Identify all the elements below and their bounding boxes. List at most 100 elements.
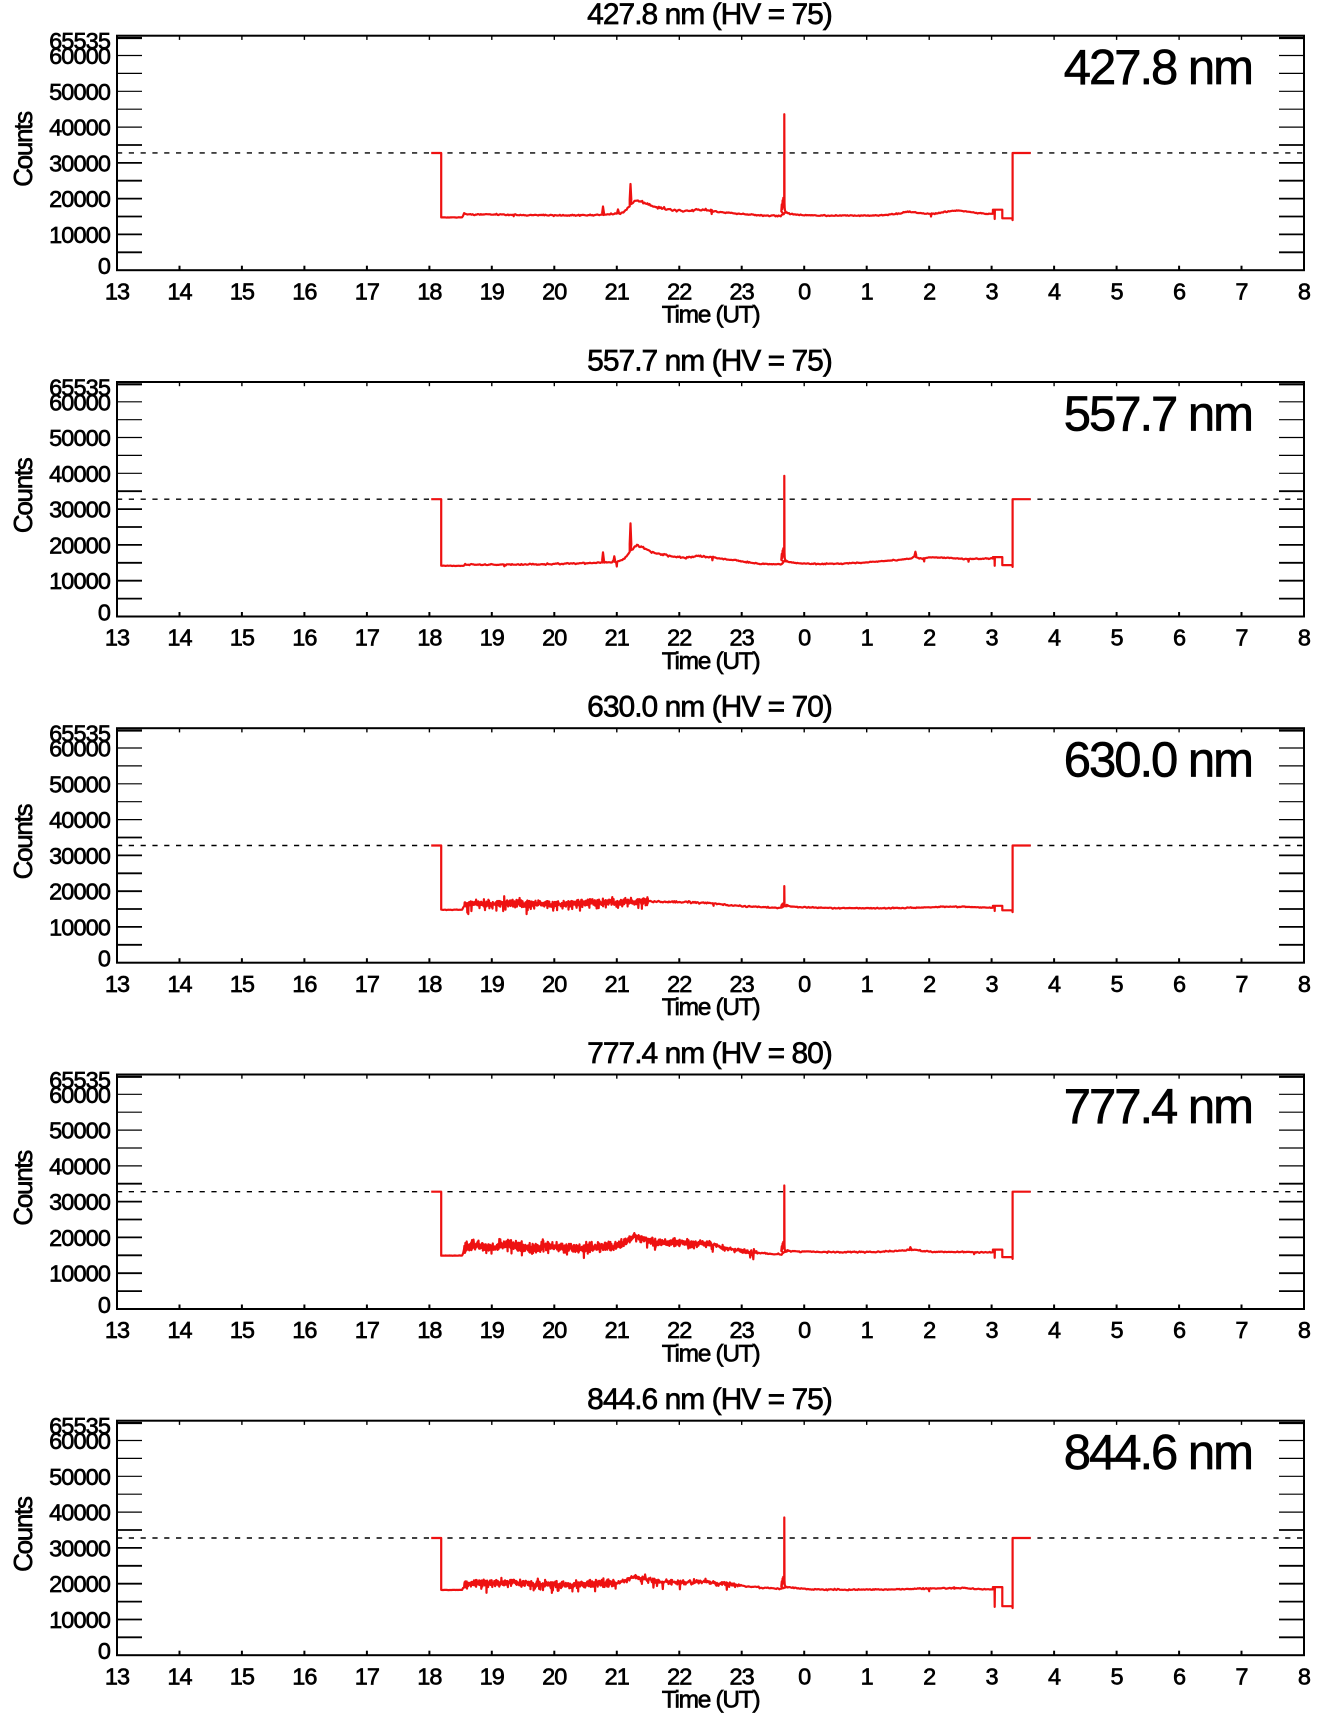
svg-text:Time (UT): Time (UT) bbox=[662, 648, 760, 675]
svg-text:7: 7 bbox=[1235, 625, 1247, 651]
svg-text:50000: 50000 bbox=[49, 425, 111, 451]
svg-text:22: 22 bbox=[667, 971, 691, 997]
svg-text:4: 4 bbox=[1048, 1663, 1061, 1689]
svg-text:10000: 10000 bbox=[49, 1607, 111, 1633]
svg-text:19: 19 bbox=[480, 1663, 504, 1689]
svg-text:6: 6 bbox=[1173, 625, 1186, 651]
svg-text:23: 23 bbox=[730, 278, 755, 304]
svg-text:557.7 nm: 557.7 nm bbox=[1064, 387, 1252, 441]
svg-text:15: 15 bbox=[230, 1317, 255, 1343]
svg-text:10000: 10000 bbox=[49, 914, 111, 940]
svg-text:4: 4 bbox=[1048, 625, 1061, 651]
svg-text:15: 15 bbox=[230, 625, 255, 651]
svg-text:20: 20 bbox=[542, 625, 567, 651]
svg-text:17: 17 bbox=[355, 971, 379, 997]
svg-text:19: 19 bbox=[480, 625, 504, 651]
svg-text:6: 6 bbox=[1173, 278, 1186, 304]
svg-text:3: 3 bbox=[986, 1317, 999, 1343]
svg-text:18: 18 bbox=[417, 1663, 442, 1689]
svg-text:4: 4 bbox=[1048, 278, 1061, 304]
svg-text:65535: 65535 bbox=[49, 374, 111, 400]
svg-text:22: 22 bbox=[667, 625, 691, 651]
svg-text:20: 20 bbox=[542, 1663, 567, 1689]
svg-text:60000: 60000 bbox=[49, 1428, 111, 1454]
svg-text:0: 0 bbox=[98, 253, 111, 279]
svg-text:30000: 30000 bbox=[49, 843, 111, 869]
svg-text:Counts: Counts bbox=[8, 1496, 38, 1572]
svg-text:30000: 30000 bbox=[49, 497, 111, 523]
svg-text:50000: 50000 bbox=[49, 771, 111, 797]
svg-text:50000: 50000 bbox=[49, 1464, 111, 1490]
svg-text:40000: 40000 bbox=[49, 1500, 111, 1526]
svg-text:50000: 50000 bbox=[49, 79, 111, 105]
svg-text:60000: 60000 bbox=[49, 736, 111, 762]
svg-text:60000: 60000 bbox=[49, 43, 111, 69]
svg-text:17: 17 bbox=[355, 278, 379, 304]
svg-text:3: 3 bbox=[986, 1663, 999, 1689]
svg-text:16: 16 bbox=[292, 1663, 317, 1689]
svg-text:20000: 20000 bbox=[49, 1225, 111, 1251]
svg-text:777.4 nm (HV = 80): 777.4 nm (HV = 80) bbox=[587, 1037, 832, 1070]
svg-text:557.7 nm (HV = 75): 557.7 nm (HV = 75) bbox=[587, 345, 832, 378]
svg-text:17: 17 bbox=[355, 1317, 379, 1343]
svg-text:3: 3 bbox=[986, 278, 999, 304]
svg-text:8: 8 bbox=[1298, 278, 1311, 304]
svg-text:2: 2 bbox=[923, 1663, 935, 1689]
svg-text:40000: 40000 bbox=[49, 1153, 111, 1179]
svg-text:0: 0 bbox=[98, 1638, 111, 1664]
svg-text:1: 1 bbox=[861, 1317, 873, 1343]
svg-text:427.8 nm: 427.8 nm bbox=[1064, 41, 1252, 95]
svg-text:Time (UT): Time (UT) bbox=[662, 1687, 760, 1714]
svg-text:20: 20 bbox=[542, 971, 567, 997]
svg-text:23: 23 bbox=[730, 1317, 755, 1343]
svg-text:Time (UT): Time (UT) bbox=[662, 994, 760, 1021]
svg-text:777.4 nm: 777.4 nm bbox=[1064, 1080, 1252, 1134]
svg-text:16: 16 bbox=[292, 625, 317, 651]
svg-text:844.6 nm (HV = 75): 844.6 nm (HV = 75) bbox=[587, 1383, 832, 1416]
svg-text:16: 16 bbox=[292, 278, 317, 304]
svg-text:20000: 20000 bbox=[49, 879, 111, 905]
svg-text:7: 7 bbox=[1235, 278, 1247, 304]
svg-text:17: 17 bbox=[355, 1663, 379, 1689]
svg-text:7: 7 bbox=[1235, 971, 1247, 997]
svg-text:1: 1 bbox=[861, 625, 873, 651]
svg-text:10000: 10000 bbox=[49, 1261, 111, 1287]
svg-text:15: 15 bbox=[230, 1663, 255, 1689]
svg-text:22: 22 bbox=[667, 278, 691, 304]
svg-text:23: 23 bbox=[730, 971, 755, 997]
svg-text:60000: 60000 bbox=[49, 1082, 111, 1108]
svg-text:0: 0 bbox=[98, 1292, 111, 1318]
svg-text:844.6 nm: 844.6 nm bbox=[1064, 1426, 1252, 1480]
svg-text:0: 0 bbox=[98, 600, 111, 626]
svg-text:Counts: Counts bbox=[8, 1150, 38, 1226]
svg-text:10000: 10000 bbox=[49, 568, 111, 594]
svg-text:30000: 30000 bbox=[49, 150, 111, 176]
svg-text:8: 8 bbox=[1298, 1663, 1311, 1689]
svg-text:14: 14 bbox=[167, 1663, 192, 1689]
svg-text:6: 6 bbox=[1173, 971, 1186, 997]
svg-text:21: 21 bbox=[605, 1663, 629, 1689]
svg-text:0: 0 bbox=[798, 278, 811, 304]
svg-text:1: 1 bbox=[861, 1663, 873, 1689]
svg-text:50000: 50000 bbox=[49, 1118, 111, 1144]
svg-text:8: 8 bbox=[1298, 1317, 1311, 1343]
svg-text:21: 21 bbox=[605, 278, 629, 304]
svg-text:5: 5 bbox=[1111, 971, 1124, 997]
svg-text:3: 3 bbox=[986, 625, 999, 651]
svg-text:22: 22 bbox=[667, 1317, 691, 1343]
svg-text:20000: 20000 bbox=[49, 532, 111, 558]
svg-text:17: 17 bbox=[355, 625, 379, 651]
svg-text:7: 7 bbox=[1235, 1663, 1247, 1689]
svg-text:15: 15 bbox=[230, 278, 255, 304]
svg-text:23: 23 bbox=[730, 1663, 755, 1689]
svg-text:4: 4 bbox=[1048, 971, 1061, 997]
svg-text:14: 14 bbox=[167, 1317, 192, 1343]
svg-text:14: 14 bbox=[167, 278, 192, 304]
svg-text:630.0 nm: 630.0 nm bbox=[1064, 734, 1252, 788]
svg-text:630.0 nm (HV = 70): 630.0 nm (HV = 70) bbox=[587, 691, 832, 724]
svg-text:20: 20 bbox=[542, 278, 567, 304]
svg-text:7: 7 bbox=[1235, 1317, 1247, 1343]
svg-text:18: 18 bbox=[417, 1317, 442, 1343]
svg-text:40000: 40000 bbox=[49, 115, 111, 141]
svg-text:13: 13 bbox=[105, 971, 130, 997]
